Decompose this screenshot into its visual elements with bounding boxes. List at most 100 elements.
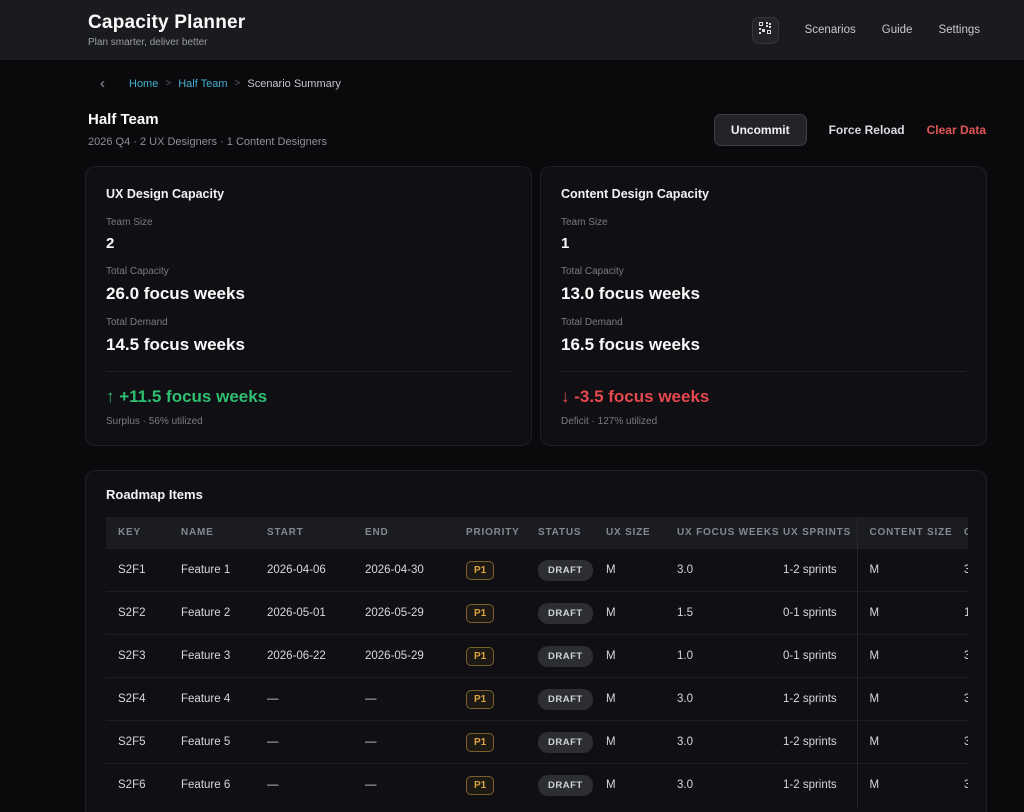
nav-settings[interactable]: Settings: [938, 24, 980, 36]
back-chevron-icon[interactable]: ‹: [100, 75, 105, 92]
cell-start: 2026-04-06: [255, 548, 353, 592]
col-ux-size: UX SIZE: [594, 517, 665, 549]
priority-badge: P1: [466, 603, 495, 623]
cell-ux-size: M: [594, 763, 665, 807]
table-row[interactable]: S2F1 Feature 1 2026-04-06 2026-04-30 P1 …: [106, 548, 968, 592]
roadmap-section: Roadmap Items KEY NAME START END PRIORIT…: [85, 470, 987, 812]
total-capacity-value: 13.0 focus weeks: [561, 284, 700, 303]
breadcrumb-home[interactable]: Home: [129, 77, 159, 90]
col-ux-sprints: UX SPRINTS: [771, 517, 857, 549]
breadcrumb-current: Scenario Summary: [247, 77, 341, 90]
card-divider: [561, 371, 966, 372]
cell-key: S2F4: [106, 677, 169, 721]
cell-ux-sprints: 0-1 sprints: [771, 634, 857, 678]
cell-end: 2026-05-29: [353, 634, 454, 678]
priority-badge: P1: [466, 646, 495, 666]
cell-key: S2F6: [106, 763, 169, 807]
delta-note: Surplus · 56% utilized: [106, 416, 203, 427]
page-title-block: Half Team 2026 Q4 · 2 UX Designers · 1 C…: [88, 111, 327, 148]
cell-end: 2026-04-30: [353, 548, 454, 592]
col-key: KEY: [106, 517, 169, 549]
page-subtitle: 2026 Q4 · 2 UX Designers · 1 Content Des…: [88, 136, 328, 148]
col-ux-focus-weeks: UX FOCUS WEEKS: [665, 517, 779, 549]
table-row[interactable]: S2F5 Feature 5 — — P1 DRAFT M 3.0 1-2 sp…: [106, 720, 968, 764]
cell-priority: P1: [454, 548, 526, 592]
capacity-cards-row: UX Design Capacity Team Size 2 Total Cap…: [85, 166, 987, 446]
app-nav: Scenarios Guide Settings: [751, 16, 980, 44]
cell-key: S2F2: [106, 591, 169, 635]
nav-scenarios[interactable]: Scenarios: [804, 24, 856, 36]
breadcrumb-half-team[interactable]: Half Team: [178, 77, 228, 90]
cell-ux-focus-weeks: 3.0: [665, 763, 771, 807]
cell-priority: P1: [454, 634, 526, 678]
cell-ux-focus-weeks: 3.0: [665, 548, 771, 592]
table-row[interactable]: S2F6 Feature 6 — — P1 DRAFT M 3.0 1-2 sp…: [106, 763, 968, 807]
clear-data-button[interactable]: Clear Data: [926, 122, 986, 137]
cell-start: 2026-05-01: [255, 591, 353, 635]
cell-ux-size: M: [594, 634, 665, 678]
delta-line: ↑ +11.5 focus weeks: [106, 387, 511, 407]
breadcrumb-separator: >: [165, 78, 172, 89]
app-tagline: Plan smarter, deliver better: [88, 37, 208, 48]
total-capacity-label: Total Capacity: [561, 266, 624, 277]
col-start: START: [255, 517, 353, 549]
cell-ux-focus-weeks: 3.0: [665, 720, 771, 764]
cell-priority: P1: [454, 677, 526, 721]
nav-guide[interactable]: Guide: [881, 24, 913, 36]
force-reload-button[interactable]: Force Reload: [828, 122, 905, 137]
col-end: END: [353, 517, 454, 549]
total-demand-label: Total Demand: [561, 317, 623, 328]
cell-content-size: M: [856, 763, 952, 807]
col-content-focus-weeks: CONTENT FOCUS WEEKS: [952, 517, 968, 549]
cell-content-size: M: [856, 591, 952, 635]
arrow-down-icon: ↓: [561, 387, 570, 406]
cell-ux-size: M: [594, 548, 665, 592]
cell-start: —: [255, 763, 353, 807]
cell-priority: P1: [454, 591, 526, 635]
cell-start: —: [255, 720, 353, 764]
priority-badge: P1: [466, 775, 495, 795]
roadmap-table: KEY NAME START END PRIORITY STATUS UX SI…: [106, 517, 968, 807]
cell-ux-focus-weeks: 1.5: [665, 591, 771, 635]
table-row[interactable]: S2F3 Feature 3 2026-06-22 2026-05-29 P1 …: [106, 634, 968, 678]
cell-start: 2026-06-22: [255, 634, 353, 678]
col-content-size: CONTENT SIZE: [856, 517, 952, 549]
cell-ux-sprints: 0-1 sprints: [771, 591, 857, 635]
cell-start: —: [255, 677, 353, 721]
cell-content-size: M: [856, 634, 952, 678]
card-title: Content Design Capacity: [561, 187, 709, 201]
cell-key: S2F3: [106, 634, 169, 678]
roadmap-table-scroll[interactable]: KEY NAME START END PRIORITY STATUS UX SI…: [106, 517, 968, 807]
qr-code-button[interactable]: [751, 16, 779, 44]
cell-key: S2F5: [106, 720, 169, 764]
cell-content-size: M: [856, 720, 952, 764]
total-demand-value: 14.5 focus weeks: [106, 335, 245, 354]
delta-line: ↓ -3.5 focus weeks: [561, 387, 966, 407]
priority-badge: P1: [466, 732, 495, 752]
roadmap-title: Roadmap Items: [106, 487, 203, 502]
status-badge: DRAFT: [538, 774, 593, 796]
cell-status: DRAFT: [526, 763, 594, 807]
table-row[interactable]: S2F2 Feature 2 2026-05-01 2026-05-29 P1 …: [106, 591, 968, 635]
cell-ux-focus-weeks: 1.0: [665, 634, 771, 678]
app-title: Capacity Planner: [88, 12, 246, 33]
team-size-label: Team Size: [106, 217, 153, 228]
cell-content-focus-weeks: 3.0: [952, 763, 968, 807]
page-title: Half Team: [88, 111, 159, 128]
cell-ux-sprints: 1-2 sprints: [771, 677, 857, 721]
total-capacity-value: 26.0 focus weeks: [106, 284, 245, 303]
table-row[interactable]: S2F4 Feature 4 — — P1 DRAFT M 3.0 1-2 sp…: [106, 677, 968, 721]
cell-ux-sprints: 1-2 sprints: [771, 720, 857, 764]
cell-content-focus-weeks: 3.0: [952, 720, 968, 764]
total-capacity-label: Total Capacity: [106, 266, 169, 277]
cell-status: DRAFT: [526, 677, 594, 721]
cell-content-focus-weeks: 3.0: [952, 677, 968, 721]
cell-key: S2F1: [106, 548, 169, 592]
uncommit-button[interactable]: Uncommit: [713, 113, 807, 146]
cell-name: Feature 4: [169, 677, 255, 721]
cell-status: DRAFT: [526, 634, 594, 678]
cell-priority: P1: [454, 763, 526, 807]
status-badge: DRAFT: [538, 645, 593, 667]
delta-value: -3.5 focus weeks: [574, 387, 710, 406]
team-size-value: 1: [561, 235, 570, 252]
